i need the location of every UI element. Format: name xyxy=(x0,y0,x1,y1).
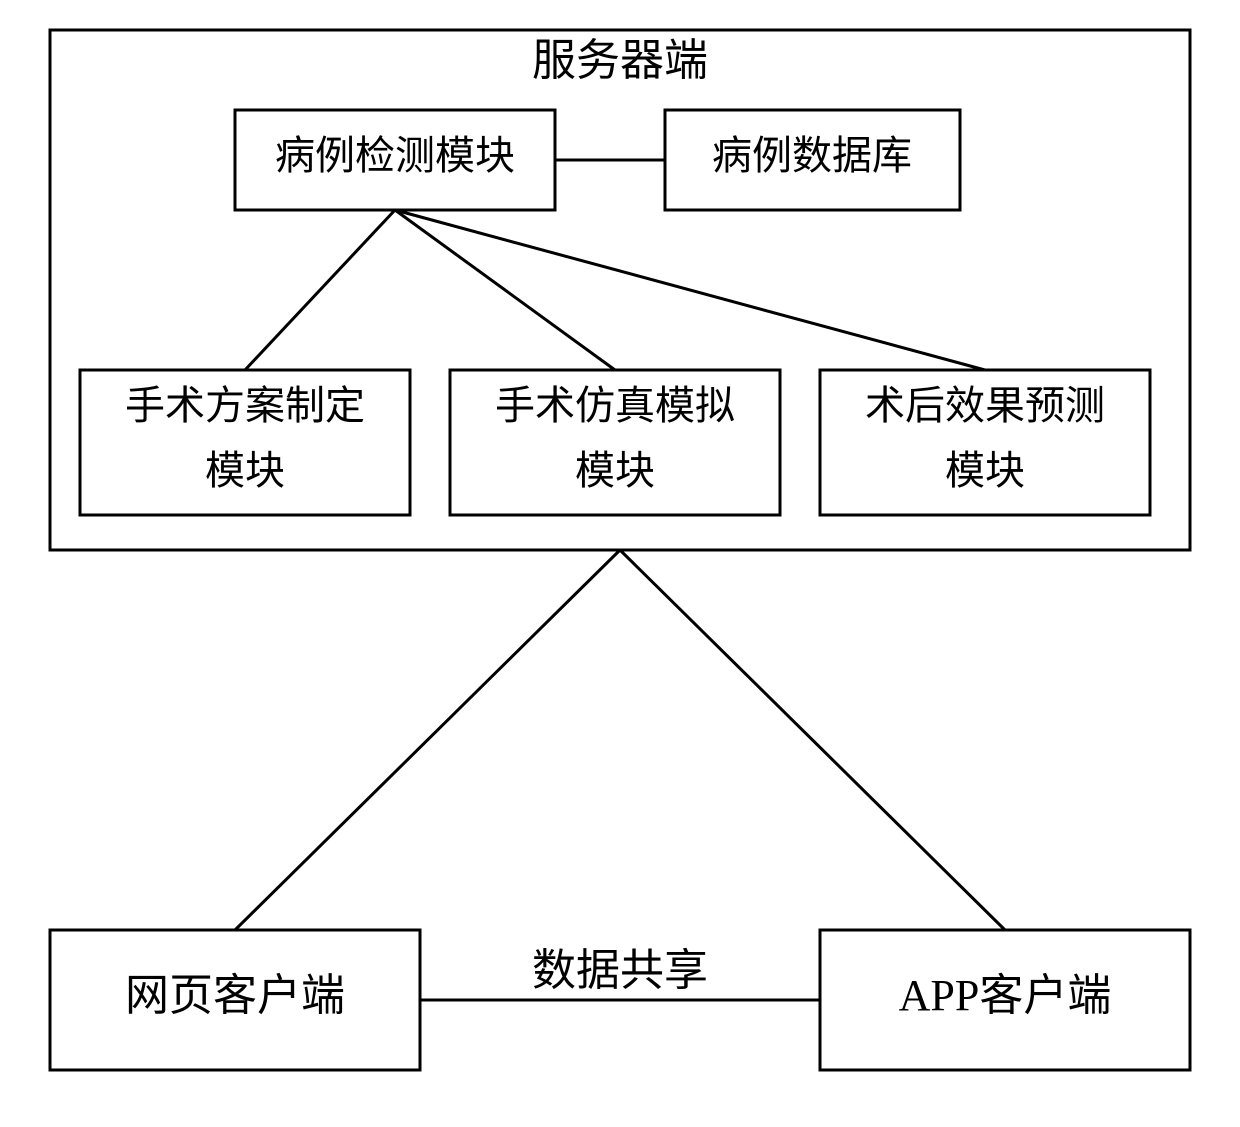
case-detection-module-label: 病例检测模块 xyxy=(275,133,515,178)
case-database-label: 病例数据库 xyxy=(712,133,912,178)
surgery-plan-module-label-1: 手术方案制定 xyxy=(125,383,365,428)
postop-predict-module-label-2: 模块 xyxy=(945,448,1025,493)
app-client-label: APP客户端 xyxy=(899,971,1112,1020)
edge-server-to-web xyxy=(235,550,620,930)
server-container-title: 服务器端 xyxy=(532,36,708,85)
surgery-sim-module-label-1: 手术仿真模拟 xyxy=(495,383,735,428)
surgery-plan-module-label-2: 模块 xyxy=(205,448,285,493)
system-diagram: 服务器端病例检测模块病例数据库手术方案制定模块手术仿真模拟模块术后效果预测模块网… xyxy=(0,0,1240,1127)
data-share-label: 数据共享 xyxy=(532,946,708,995)
edge-server-to-app xyxy=(620,550,1005,930)
surgery-sim-module-label-2: 模块 xyxy=(575,448,655,493)
postop-predict-module-label-1: 术后效果预测 xyxy=(865,383,1105,428)
web-client-label: 网页客户端 xyxy=(125,971,345,1020)
